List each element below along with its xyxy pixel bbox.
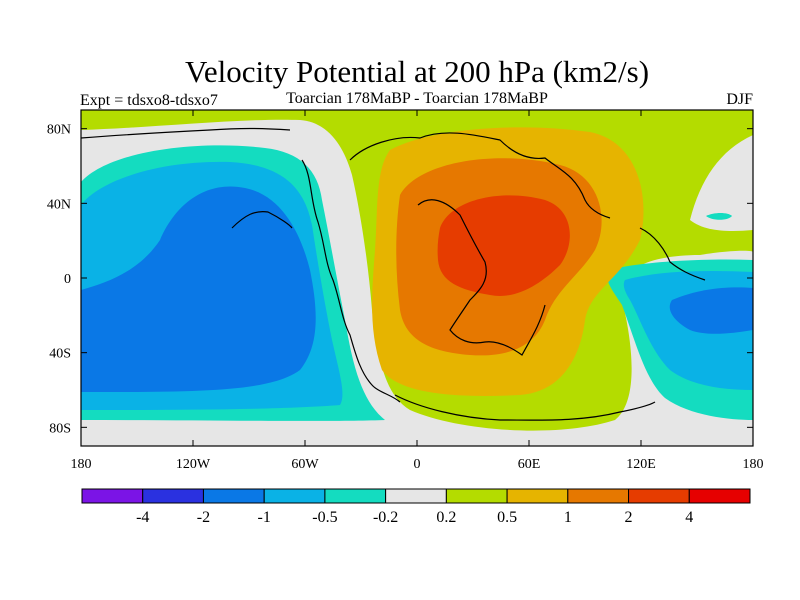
y-tick-label: 80S xyxy=(49,421,71,436)
colorbar-label: 0.5 xyxy=(497,509,517,526)
x-tick-label: 180 xyxy=(71,457,92,472)
colorbar-box xyxy=(506,488,569,504)
colorbar-label: -1 xyxy=(258,509,271,526)
contour-neg-0.2-spot xyxy=(706,213,732,220)
colorbar-label: 0.2 xyxy=(436,509,456,526)
colorbar-label: 4 xyxy=(685,509,693,526)
colorbar-box xyxy=(202,488,265,504)
x-tick-label: 0 xyxy=(414,457,421,472)
contour-neg-1-pacific xyxy=(81,186,316,392)
x-tick-label: 120W xyxy=(176,457,211,472)
left-subtitle: Expt = tdsxo8-tdsxo7 xyxy=(80,92,218,109)
colorbar-label: -0.5 xyxy=(312,509,337,526)
coast-arc-pacific xyxy=(231,210,293,229)
colorbar-label: 2 xyxy=(625,509,633,526)
x-tick-label: 180 xyxy=(743,457,764,472)
coastlines xyxy=(81,127,706,421)
x-tick-label: 60E xyxy=(518,457,541,472)
contour-neg-1-indian xyxy=(669,287,753,334)
colorbar-box xyxy=(142,488,204,504)
colorbar-label: 1 xyxy=(564,509,572,526)
colorbar-label: -0.2 xyxy=(373,509,398,526)
contour-near-zero-ne xyxy=(690,135,753,231)
colorbar-label: -4 xyxy=(136,509,149,526)
colorbar-box xyxy=(567,488,630,504)
coast-east xyxy=(639,227,706,281)
colorbar-box xyxy=(263,488,326,504)
colorbar-box xyxy=(324,488,387,504)
y-tick-label: 40N xyxy=(47,197,71,212)
axes: 180 120W 60W 0 60E 120E 180 80N 40N 0 40S 80S xyxy=(47,110,764,472)
coast-north-edge xyxy=(81,127,291,139)
coast-west-continent xyxy=(301,159,401,403)
chart-title: Velocity Potential at 200 hPa (km2/s) xyxy=(185,54,649,89)
contour-pos-2 xyxy=(437,195,570,296)
colorbar-box xyxy=(688,488,751,504)
colorbar-label: -2 xyxy=(197,509,210,526)
center-subtitle: Toarcian 178MaBP - Toarcian 178MaBP xyxy=(286,90,548,107)
x-tick-label: 60W xyxy=(291,457,319,472)
y-tick-label: 40S xyxy=(49,347,71,362)
x-tick-label: 120E xyxy=(626,457,656,472)
contour-field xyxy=(81,110,753,446)
colorbar-box xyxy=(445,488,508,504)
coast-central-landmass xyxy=(417,199,546,356)
coast-south-continent xyxy=(394,394,656,421)
colorbar-box xyxy=(628,488,690,504)
coast-north-landmass xyxy=(349,132,611,219)
colorbar: -4 -2 -1 -0.5 -0.2 0.2 0.5 1 2 4 xyxy=(81,488,751,526)
y-tick-label: 0 xyxy=(64,272,71,287)
colorbar-box xyxy=(81,488,144,504)
colorbar-box xyxy=(385,488,447,504)
right-subtitle: DJF xyxy=(726,91,753,108)
y-tick-label: 80N xyxy=(47,123,71,138)
